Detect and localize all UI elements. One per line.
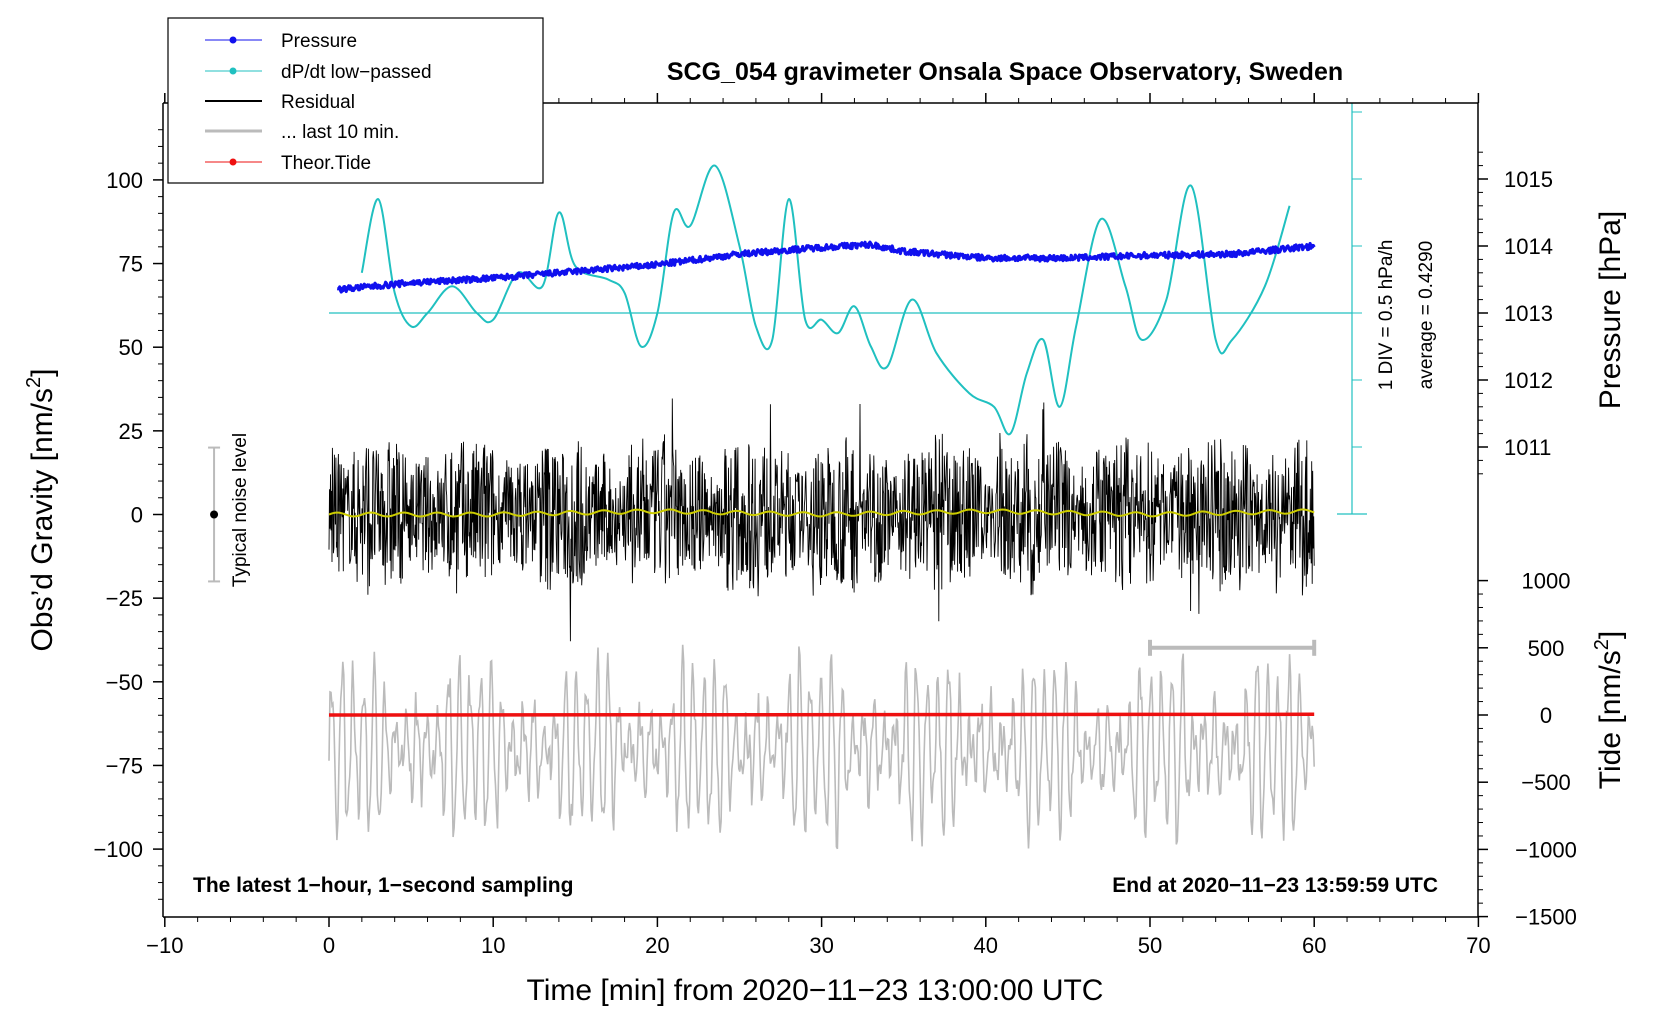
series-residual-smoothed-line <box>328 508 1315 518</box>
y-left-tick-label: −75 <box>106 753 143 778</box>
y-axis-left-title: Obs’d Gravity [nm/s2] <box>23 369 59 652</box>
y-left-tick-label: 0 <box>131 503 143 528</box>
pressure-tick-label: 1011 <box>1504 435 1551 460</box>
legend-label-tide: Theor.Tide <box>281 153 371 174</box>
y-axis-pressure-title: Pressure [hPa] <box>1594 211 1627 409</box>
axes-layer: −10 0 10 20 30 40 50 60 701007550250−25−50−75−10… <box>93 93 1577 958</box>
pressure-tick-label: 1015 <box>1504 167 1553 192</box>
y-left-tick-label: 75 <box>119 252 143 277</box>
note-end-time: End at 2020−11−23 13:59:59 UTC <box>1112 874 1438 897</box>
legend-item-dpdt: dP/dt low−passed <box>205 62 432 83</box>
noise-level-dot <box>210 510 219 519</box>
legend-item-residual: Residual <box>205 92 355 113</box>
tide-tick-label: −1000 <box>1515 837 1577 862</box>
y-left-tick-label: −100 <box>93 837 143 862</box>
x-axis-title: Time [min] from 2020−11−23 13:00:00 UTC <box>527 974 1104 1007</box>
series-last10-line <box>328 644 1315 850</box>
x-tick-label: 30 <box>809 933 833 958</box>
y-left-tick-label: 100 <box>106 168 143 193</box>
x-tick-label: 40 <box>974 933 998 958</box>
dpdt-average-label: average = 0.4290 <box>1416 241 1437 389</box>
tide-tick-label: −1500 <box>1515 905 1577 930</box>
y-left-tick-label: 25 <box>119 419 143 444</box>
x-tick-label: 60 <box>1302 933 1326 958</box>
note-latest-hour: The latest 1−hour, 1−second sampling <box>193 874 573 897</box>
legend-item-pressure: Pressure <box>205 31 357 52</box>
y-left-tick-label: −25 <box>106 586 143 611</box>
legend-marker-dpdt <box>229 67 237 75</box>
x-tick-label: 10 <box>481 933 505 958</box>
pressure-tick-label: 1014 <box>1504 234 1553 259</box>
tide-tick-label: −500 <box>1521 770 1571 795</box>
x-tick-label: 20 <box>645 933 669 958</box>
legend-marker-pressure <box>229 36 237 44</box>
pressure-tick-label: 1013 <box>1504 301 1553 326</box>
y-left-tick-label: −50 <box>106 670 143 695</box>
legend: Pressure dP/dt low−passed Residual ... l… <box>167 17 544 184</box>
pressure-tick-label: 1012 <box>1504 368 1553 393</box>
tide-tick-label: 1000 <box>1522 569 1571 594</box>
series-residual-line <box>328 398 1315 642</box>
x-tick-label: 50 <box>1138 933 1162 958</box>
y-left-tick-label: 50 <box>119 335 143 360</box>
x-tick-label: 70 <box>1466 933 1490 958</box>
y-axis-tide-title: Tide [nm/s2] <box>1591 631 1627 789</box>
x-tick-label: 0 <box>323 933 335 958</box>
legend-label-residual: Residual <box>281 92 355 113</box>
legend-item-tide: Theor.Tide <box>205 153 371 174</box>
data-layer <box>208 103 1367 850</box>
legend-label-pressure: Pressure <box>281 31 357 52</box>
legend-marker-tide <box>229 158 237 166</box>
series-pressure-line <box>336 240 1316 294</box>
noise-level-label: Typical noise level <box>230 433 251 587</box>
dpdt-scale-label: 1 DIV = 0.5 hPa/h <box>1376 240 1397 391</box>
series-tide-line <box>328 712 1315 717</box>
legend-label-last10: ... last 10 min. <box>281 122 399 143</box>
x-tick-label: −10 <box>146 933 183 958</box>
legend-label-dpdt: dP/dt low−passed <box>281 62 432 83</box>
legend-item-last10: ... last 10 min. <box>205 122 399 143</box>
chart-title: SCG_054 gravimeter Onsala Space Observat… <box>667 58 1343 86</box>
tide-tick-label: 500 <box>1528 636 1565 661</box>
tide-tick-label: 0 <box>1540 703 1552 728</box>
